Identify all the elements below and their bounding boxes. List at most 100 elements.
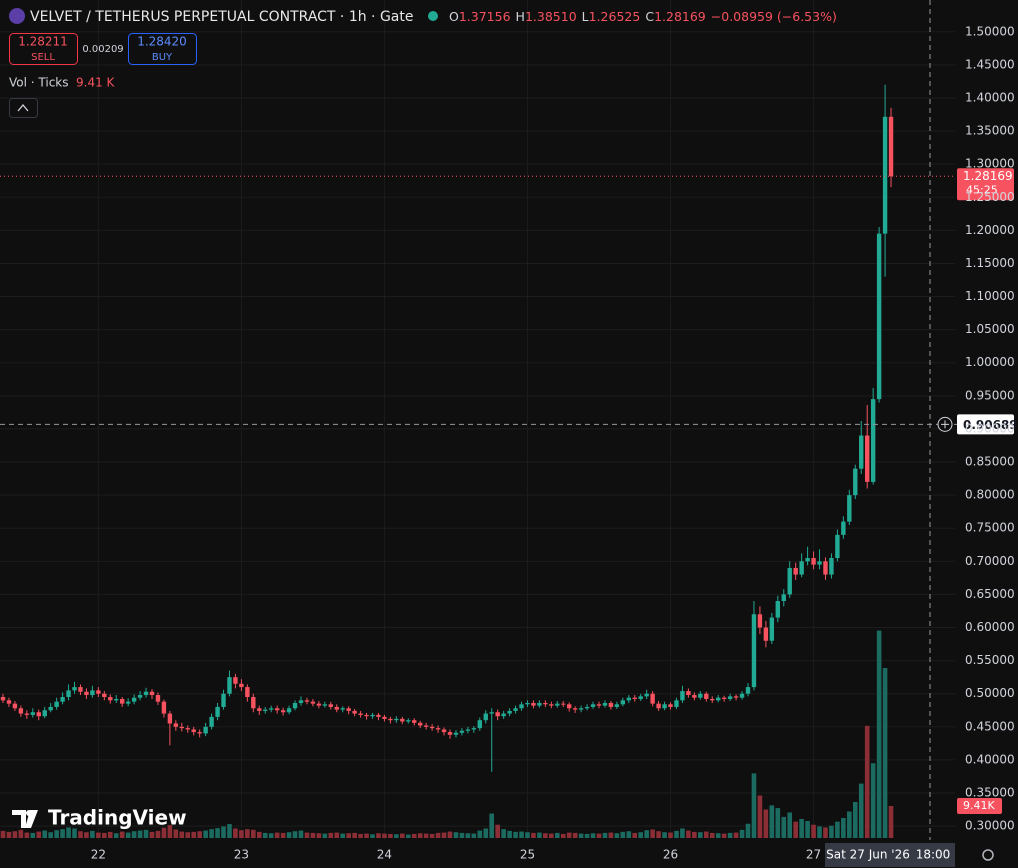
buy-button[interactable] xyxy=(128,33,197,65)
candle-body xyxy=(364,714,369,717)
volume-bar xyxy=(256,831,262,838)
volume-bar xyxy=(525,832,530,838)
volume-bar xyxy=(602,832,608,838)
candle-body xyxy=(704,693,709,700)
candle-body xyxy=(835,534,840,559)
candle-body xyxy=(626,697,631,701)
candle-body xyxy=(888,116,894,177)
last-price-label: 1.28169 xyxy=(963,169,1013,183)
ohlc-label: L xyxy=(582,9,589,24)
volume-bar xyxy=(841,817,846,838)
candle-body xyxy=(567,704,572,709)
candle-body xyxy=(102,693,107,698)
watermark-logo-dot xyxy=(26,810,32,816)
volume-bar xyxy=(674,830,679,838)
candle-body xyxy=(346,708,351,711)
candle-body xyxy=(120,699,125,704)
sell-label[interactable]: SELL xyxy=(31,52,55,63)
candle-body xyxy=(483,713,488,721)
candle-body xyxy=(656,703,661,709)
candle-body xyxy=(847,495,852,522)
volume-bar xyxy=(340,833,346,838)
candle-body xyxy=(215,706,220,717)
sell-price[interactable]: 1.28211 xyxy=(18,35,68,49)
candle-body xyxy=(286,708,292,713)
volume-bar xyxy=(209,829,214,838)
y-tick-label: 1.50000 xyxy=(965,24,1015,38)
candle-body xyxy=(131,697,137,702)
x-tick-label: 22 xyxy=(91,848,106,862)
crosshair-price-box xyxy=(957,414,1014,435)
candle-body xyxy=(578,708,584,710)
volume-bar xyxy=(286,832,292,838)
candle-body xyxy=(710,699,715,701)
candle-body xyxy=(90,690,95,696)
volume-bar xyxy=(334,832,340,838)
candle-body xyxy=(632,697,637,700)
volume-bar xyxy=(376,833,381,838)
candle-body xyxy=(221,693,226,707)
buy-label[interactable]: BUY xyxy=(152,52,173,63)
y-tick-label: 1.25000 xyxy=(965,190,1015,204)
settings-icon[interactable] xyxy=(982,849,994,861)
volume-bar xyxy=(745,823,751,838)
candle-body xyxy=(191,729,196,733)
volume-bar xyxy=(662,832,667,838)
candle-body xyxy=(769,617,775,641)
volume-bar xyxy=(477,830,483,838)
volume-label-box xyxy=(957,798,1002,815)
collapse-button[interactable] xyxy=(9,98,38,118)
volume-bar xyxy=(364,833,369,838)
volume-bar xyxy=(584,833,590,838)
candle-body xyxy=(608,702,614,707)
candle-body xyxy=(763,627,769,641)
candle-body xyxy=(811,558,816,565)
candle-body xyxy=(245,687,250,698)
y-tick-label: 1.00000 xyxy=(965,355,1015,369)
candle-body xyxy=(805,558,810,562)
candle-body xyxy=(257,708,262,711)
candle-body xyxy=(209,716,214,727)
candle-body xyxy=(280,710,286,713)
volume-bar xyxy=(614,833,620,838)
volume-bar xyxy=(400,833,405,838)
candle-body xyxy=(876,233,882,400)
volume-bar xyxy=(852,801,858,838)
candle-body xyxy=(203,726,208,734)
volume-bar xyxy=(143,829,149,838)
ohlc-value: 1.28169 xyxy=(654,9,706,24)
spread: 0.00209 xyxy=(82,44,123,55)
volume-bar xyxy=(489,813,495,838)
candle-body xyxy=(251,697,256,709)
sell-button[interactable] xyxy=(9,33,78,65)
volume-bar xyxy=(203,830,208,838)
candle-body xyxy=(555,703,560,706)
volume-bar xyxy=(36,831,42,838)
volume-bar xyxy=(102,832,107,838)
candle-body xyxy=(525,702,530,705)
candle-body xyxy=(662,704,667,709)
watermark: TradingView xyxy=(48,806,187,830)
volume-bar xyxy=(411,833,417,838)
candle-body xyxy=(519,704,524,709)
volume-bar xyxy=(739,829,745,838)
candle-body xyxy=(716,697,721,701)
y-tick-label: 0.30000 xyxy=(965,819,1015,833)
volume-bar xyxy=(429,833,435,838)
volume-bar xyxy=(370,834,375,838)
candle-body xyxy=(781,594,786,602)
volume-bar xyxy=(817,826,822,838)
symbol-title: VELVET / TETHERUS PERPETUAL CONTRACT · 1… xyxy=(30,9,414,25)
volume-bar xyxy=(292,831,298,838)
x-tick-label: 25 xyxy=(520,848,535,862)
volume-bar xyxy=(262,832,268,838)
volume-value: 9.41 K xyxy=(76,76,116,90)
x-tick-label: 26 xyxy=(663,848,678,862)
candle-body xyxy=(793,567,798,575)
volume-indicator[interactable]: Vol · Ticks xyxy=(9,76,69,90)
volume-bar xyxy=(882,668,888,838)
candle-body xyxy=(650,693,655,704)
volume-bar xyxy=(793,821,798,838)
buy-price[interactable]: 1.28420 xyxy=(137,35,187,49)
candle-body xyxy=(572,708,578,710)
